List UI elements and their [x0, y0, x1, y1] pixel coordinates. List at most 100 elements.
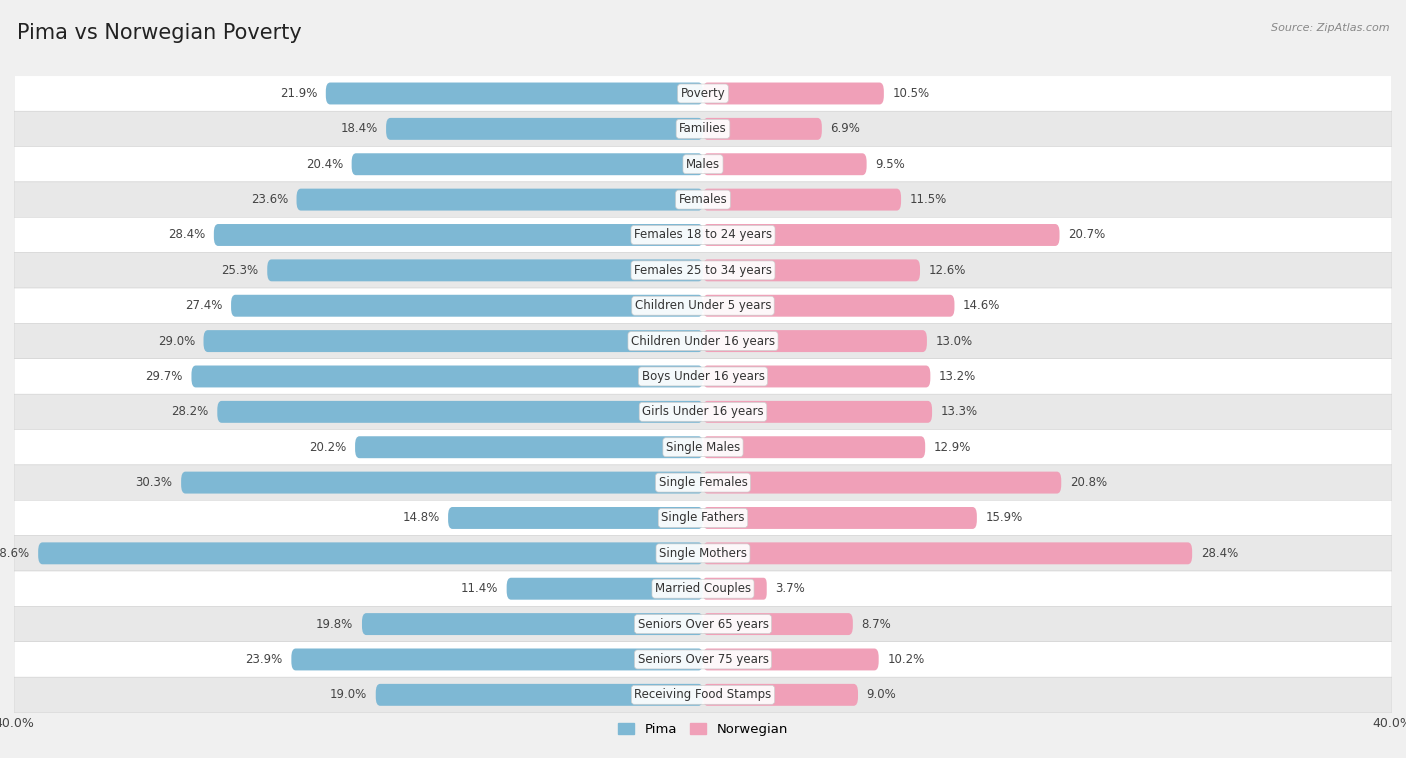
- FancyBboxPatch shape: [14, 642, 1392, 677]
- FancyBboxPatch shape: [14, 288, 1392, 324]
- FancyBboxPatch shape: [703, 543, 1192, 564]
- Text: 25.3%: 25.3%: [222, 264, 259, 277]
- FancyBboxPatch shape: [506, 578, 703, 600]
- FancyBboxPatch shape: [297, 189, 703, 211]
- FancyBboxPatch shape: [703, 259, 920, 281]
- FancyBboxPatch shape: [703, 224, 1060, 246]
- Text: 30.3%: 30.3%: [135, 476, 173, 489]
- Text: 20.7%: 20.7%: [1069, 228, 1105, 242]
- Text: Married Couples: Married Couples: [655, 582, 751, 595]
- FancyBboxPatch shape: [14, 536, 1392, 571]
- FancyBboxPatch shape: [703, 613, 853, 635]
- FancyBboxPatch shape: [14, 500, 1392, 536]
- Text: 11.4%: 11.4%: [461, 582, 498, 595]
- FancyBboxPatch shape: [204, 330, 703, 352]
- Text: Females 25 to 34 years: Females 25 to 34 years: [634, 264, 772, 277]
- Text: 28.4%: 28.4%: [1201, 547, 1239, 560]
- FancyBboxPatch shape: [14, 218, 1392, 252]
- Text: Source: ZipAtlas.com: Source: ZipAtlas.com: [1271, 23, 1389, 33]
- Text: Single Mothers: Single Mothers: [659, 547, 747, 560]
- Text: 14.6%: 14.6%: [963, 299, 1001, 312]
- FancyBboxPatch shape: [14, 359, 1392, 394]
- FancyBboxPatch shape: [14, 677, 1392, 713]
- Text: 23.6%: 23.6%: [250, 193, 288, 206]
- Text: 20.8%: 20.8%: [1070, 476, 1107, 489]
- FancyBboxPatch shape: [703, 684, 858, 706]
- Text: Children Under 16 years: Children Under 16 years: [631, 334, 775, 348]
- FancyBboxPatch shape: [375, 684, 703, 706]
- FancyBboxPatch shape: [703, 153, 866, 175]
- FancyBboxPatch shape: [191, 365, 703, 387]
- FancyBboxPatch shape: [267, 259, 703, 281]
- FancyBboxPatch shape: [703, 365, 931, 387]
- Text: Seniors Over 65 years: Seniors Over 65 years: [637, 618, 769, 631]
- FancyBboxPatch shape: [356, 437, 703, 458]
- FancyBboxPatch shape: [14, 182, 1392, 218]
- FancyBboxPatch shape: [214, 224, 703, 246]
- Text: 29.7%: 29.7%: [145, 370, 183, 383]
- Text: 13.2%: 13.2%: [939, 370, 976, 383]
- FancyBboxPatch shape: [14, 606, 1392, 642]
- Text: Single Fathers: Single Fathers: [661, 512, 745, 525]
- Text: 15.9%: 15.9%: [986, 512, 1022, 525]
- FancyBboxPatch shape: [703, 437, 925, 458]
- FancyBboxPatch shape: [703, 83, 884, 105]
- FancyBboxPatch shape: [352, 153, 703, 175]
- Text: 28.4%: 28.4%: [167, 228, 205, 242]
- Text: Poverty: Poverty: [681, 87, 725, 100]
- Text: 23.9%: 23.9%: [246, 653, 283, 666]
- FancyBboxPatch shape: [14, 324, 1392, 359]
- Text: Girls Under 16 years: Girls Under 16 years: [643, 406, 763, 418]
- Text: 28.2%: 28.2%: [172, 406, 208, 418]
- Text: Pima vs Norwegian Poverty: Pima vs Norwegian Poverty: [17, 23, 302, 42]
- Text: 20.2%: 20.2%: [309, 440, 346, 454]
- FancyBboxPatch shape: [38, 543, 703, 564]
- Text: 6.9%: 6.9%: [831, 122, 860, 136]
- Text: 8.7%: 8.7%: [862, 618, 891, 631]
- FancyBboxPatch shape: [218, 401, 703, 423]
- Text: 10.5%: 10.5%: [893, 87, 929, 100]
- Text: Females: Females: [679, 193, 727, 206]
- FancyBboxPatch shape: [449, 507, 703, 529]
- FancyBboxPatch shape: [14, 394, 1392, 430]
- Text: 19.8%: 19.8%: [316, 618, 353, 631]
- FancyBboxPatch shape: [14, 146, 1392, 182]
- Text: 27.4%: 27.4%: [186, 299, 222, 312]
- FancyBboxPatch shape: [703, 507, 977, 529]
- Text: Single Males: Single Males: [666, 440, 740, 454]
- Text: 13.3%: 13.3%: [941, 406, 977, 418]
- FancyBboxPatch shape: [703, 578, 766, 600]
- Text: 11.5%: 11.5%: [910, 193, 946, 206]
- FancyBboxPatch shape: [703, 401, 932, 423]
- Text: 9.0%: 9.0%: [866, 688, 897, 701]
- Legend: Pima, Norwegian: Pima, Norwegian: [613, 717, 793, 741]
- Text: Receiving Food Stamps: Receiving Food Stamps: [634, 688, 772, 701]
- Text: 13.0%: 13.0%: [935, 334, 973, 348]
- FancyBboxPatch shape: [291, 649, 703, 670]
- Text: 21.9%: 21.9%: [280, 87, 318, 100]
- Text: Single Females: Single Females: [658, 476, 748, 489]
- FancyBboxPatch shape: [14, 465, 1392, 500]
- FancyBboxPatch shape: [14, 430, 1392, 465]
- Text: 18.4%: 18.4%: [340, 122, 377, 136]
- Text: 12.6%: 12.6%: [928, 264, 966, 277]
- Text: 3.7%: 3.7%: [775, 582, 806, 595]
- Text: Females 18 to 24 years: Females 18 to 24 years: [634, 228, 772, 242]
- Text: 10.2%: 10.2%: [887, 653, 925, 666]
- FancyBboxPatch shape: [361, 613, 703, 635]
- Text: 19.0%: 19.0%: [330, 688, 367, 701]
- Text: 38.6%: 38.6%: [0, 547, 30, 560]
- Text: 14.8%: 14.8%: [402, 512, 440, 525]
- FancyBboxPatch shape: [703, 649, 879, 670]
- Text: 20.4%: 20.4%: [305, 158, 343, 171]
- FancyBboxPatch shape: [703, 118, 823, 139]
- FancyBboxPatch shape: [703, 330, 927, 352]
- Text: Seniors Over 75 years: Seniors Over 75 years: [637, 653, 769, 666]
- FancyBboxPatch shape: [14, 111, 1392, 146]
- Text: 12.9%: 12.9%: [934, 440, 972, 454]
- Text: Children Under 5 years: Children Under 5 years: [634, 299, 772, 312]
- FancyBboxPatch shape: [14, 76, 1392, 111]
- FancyBboxPatch shape: [703, 471, 1062, 493]
- FancyBboxPatch shape: [14, 252, 1392, 288]
- Text: 29.0%: 29.0%: [157, 334, 195, 348]
